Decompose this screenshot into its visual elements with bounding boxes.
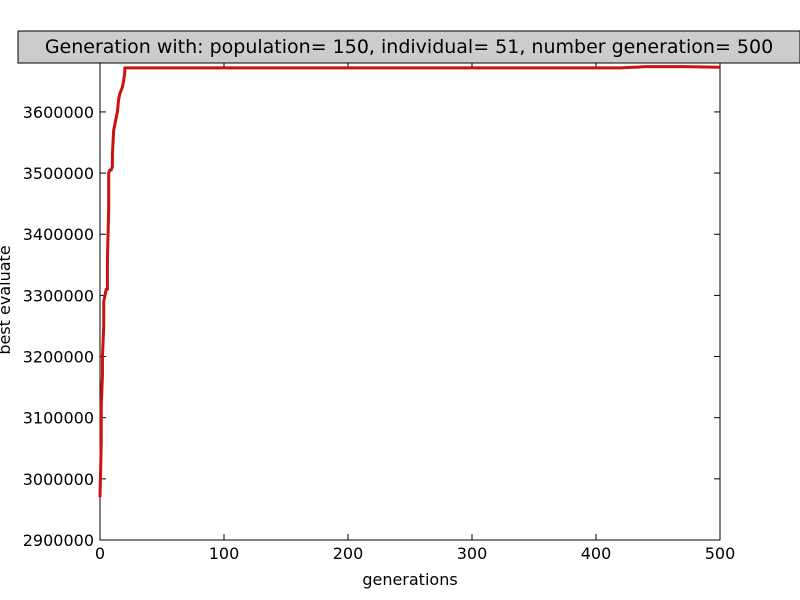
title-box [17,30,800,64]
series-line-0 [98,65,721,498]
y-axis-label: best evaluate [0,245,14,354]
data-point [120,89,122,92]
series-layer [98,65,721,498]
data-point [109,169,111,171]
data-point [107,172,110,174]
data-point [106,288,109,291]
y-tick-label: 2900000 [23,531,94,550]
x-tick-label: 200 [333,544,364,563]
data-point [117,98,120,101]
data-point [107,208,110,211]
data-point [121,86,124,89]
data-point [471,67,473,69]
data-point [106,257,109,260]
y-tick-label: 3400000 [23,225,94,244]
data-point [110,169,112,171]
data-point [119,92,121,95]
data-point [223,67,225,69]
data-point [102,300,105,303]
data-point [100,441,103,443]
axis-ticks [99,63,721,541]
data-point [595,67,597,69]
y-tick-label: 3600000 [23,103,94,122]
data-point [116,111,119,113]
x-tick-label: 0 [95,544,105,563]
y-tick-label: 3000000 [23,470,94,489]
y-tick-label: 3500000 [23,164,94,183]
data-point [124,71,126,73]
data-point [115,117,117,119]
data-point [102,325,105,327]
chart-title: Generation with: population= 150, indivi… [45,36,773,58]
x-tick-label: 300 [457,544,488,563]
x-axis-label: generations [362,570,457,589]
data-point [111,166,114,168]
data-point [100,404,103,407]
x-tick-label: 100 [209,544,240,563]
data-point [719,66,721,69]
x-tick-label: 500 [705,544,736,563]
data-point [161,67,163,69]
data-point [99,496,101,498]
data-point [111,153,114,156]
y-tick-label: 3300000 [23,286,94,305]
y-tick-label: 3100000 [23,409,94,428]
tick-labels: 0 100 200 300 400 500 2900000 3000000 3100000 320… [23,103,736,563]
data-point [620,67,622,69]
data-point [105,288,107,291]
data-point [682,65,684,68]
x-tick-label: 400 [581,544,612,563]
data-point [124,67,126,69]
data-point [644,65,647,68]
data-point [101,374,104,376]
data-point [114,123,116,125]
data-point [101,355,104,358]
data-point [104,294,106,297]
plot-area [99,62,721,541]
data-point [347,67,349,69]
y-tick-label: 3200000 [23,348,94,367]
data-point [122,80,125,83]
data-point [112,129,115,132]
